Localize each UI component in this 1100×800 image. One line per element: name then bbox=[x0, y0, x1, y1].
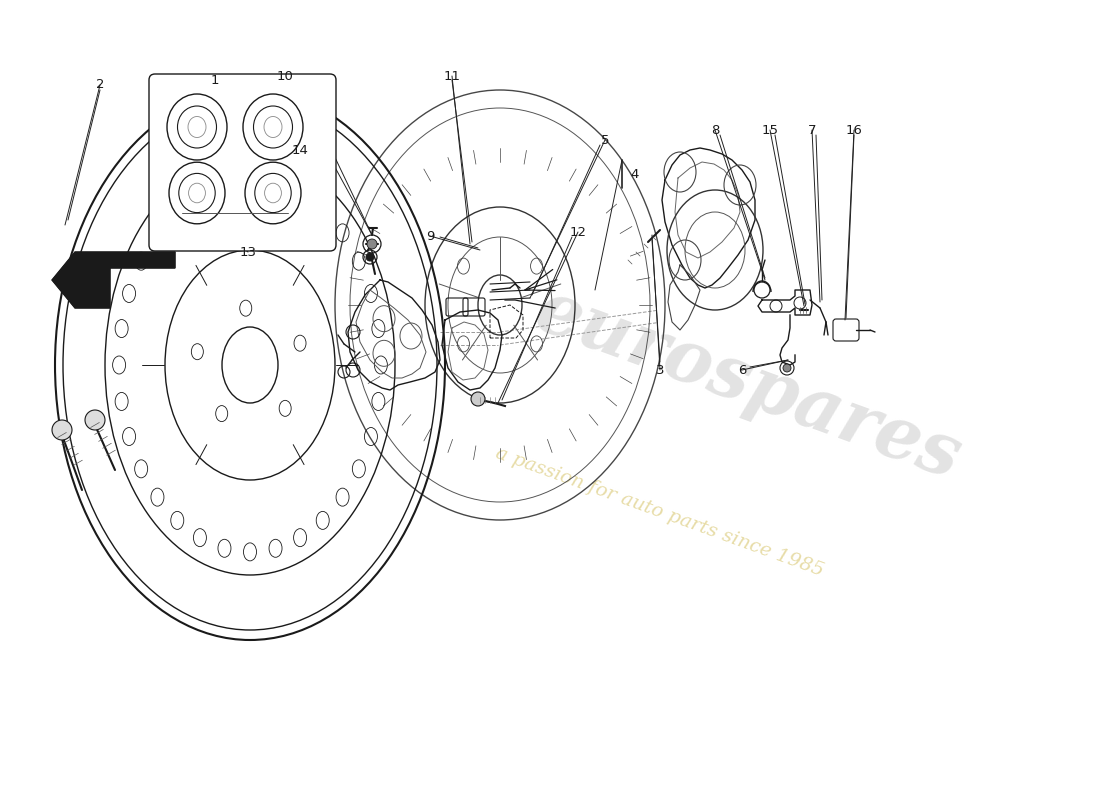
Text: 12: 12 bbox=[570, 226, 586, 238]
Text: 5: 5 bbox=[601, 134, 609, 146]
Polygon shape bbox=[52, 252, 175, 308]
Text: 2: 2 bbox=[96, 78, 104, 91]
Text: 6: 6 bbox=[738, 363, 746, 377]
Circle shape bbox=[367, 239, 377, 249]
Text: 11: 11 bbox=[443, 70, 461, 82]
Circle shape bbox=[783, 364, 791, 372]
Text: a passion for auto parts since 1985: a passion for auto parts since 1985 bbox=[494, 444, 826, 580]
Text: 14: 14 bbox=[292, 143, 308, 157]
Text: 15: 15 bbox=[761, 123, 779, 137]
Circle shape bbox=[85, 410, 104, 430]
Text: eurospares: eurospares bbox=[526, 274, 970, 494]
Text: 3: 3 bbox=[656, 363, 664, 377]
Text: 7: 7 bbox=[807, 123, 816, 137]
Circle shape bbox=[471, 392, 485, 406]
FancyBboxPatch shape bbox=[148, 74, 336, 251]
Text: 16: 16 bbox=[846, 123, 862, 137]
Circle shape bbox=[52, 420, 72, 440]
Text: 10: 10 bbox=[276, 70, 294, 82]
Text: 1: 1 bbox=[211, 74, 219, 86]
Text: 4: 4 bbox=[630, 169, 639, 182]
Text: 13: 13 bbox=[240, 246, 256, 258]
Circle shape bbox=[366, 253, 374, 261]
Text: 9: 9 bbox=[426, 230, 434, 242]
Text: 8: 8 bbox=[711, 123, 719, 137]
